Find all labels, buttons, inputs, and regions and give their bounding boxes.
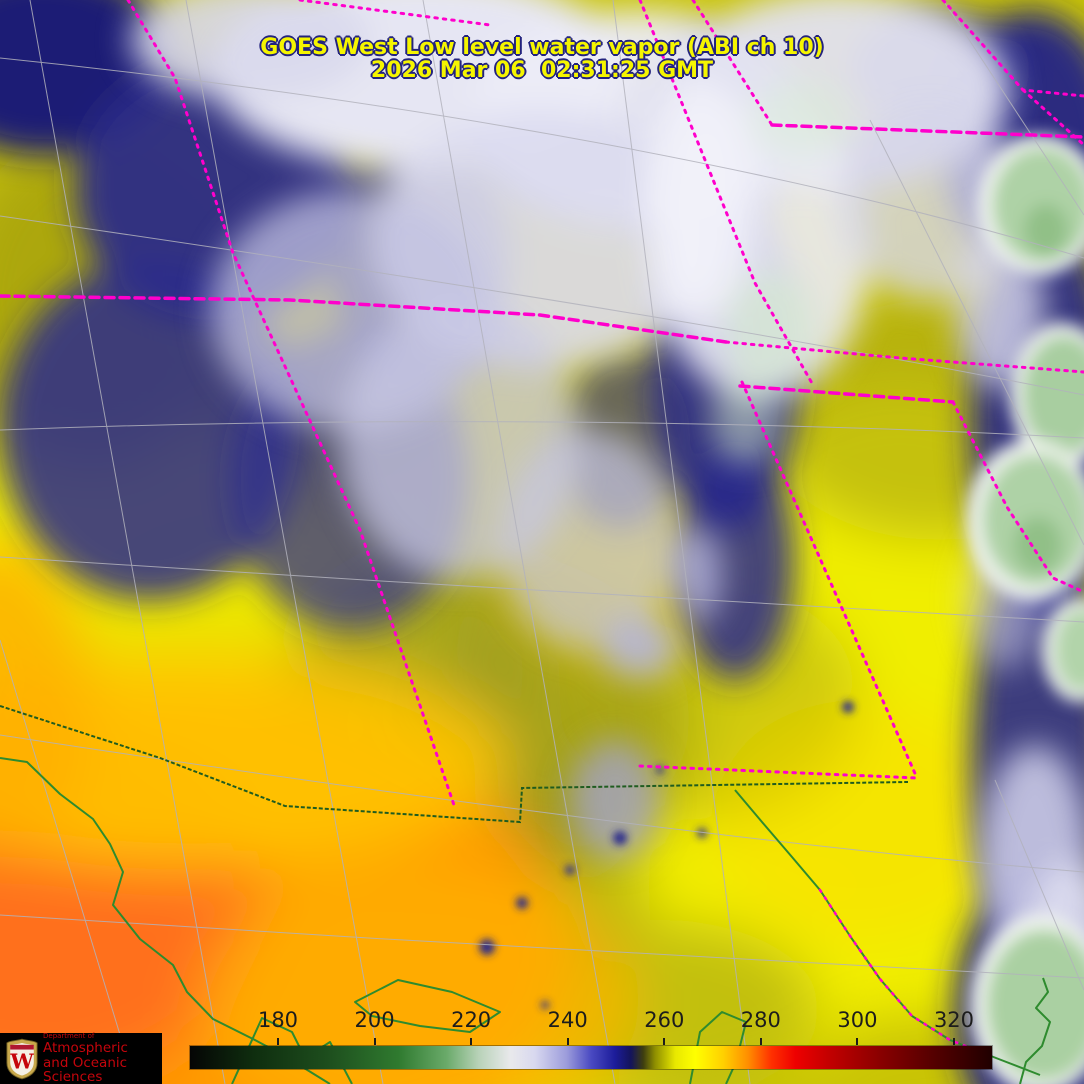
timestamp: 2026 Mar 06 02:31:25 GMT xyxy=(370,58,714,83)
colorbar-tick-mark xyxy=(856,1038,859,1045)
logo-name-line1: Atmospheric xyxy=(43,1039,128,1056)
colorbar-tick-mark xyxy=(373,1038,376,1045)
navy-speckles xyxy=(479,701,854,1009)
logo-department-prefix: Department of xyxy=(43,1031,95,1040)
logo-text: Department of Atmospheric and Oceanic Sc… xyxy=(43,1031,162,1084)
colorbar-tick-label: 200 xyxy=(354,1008,395,1032)
department-logo: W Department of Atmospheric and Oceanic … xyxy=(0,1031,162,1084)
colorbar-gradient xyxy=(190,1046,992,1069)
colorbar-tick-label: 240 xyxy=(547,1008,588,1032)
colorbar-tick-label: 180 xyxy=(257,1008,299,1032)
colorbar-tick-mark xyxy=(952,1038,955,1045)
uw-crest-icon: W xyxy=(6,1038,38,1079)
country-border-line xyxy=(0,705,909,824)
colorbar-tick-mark xyxy=(277,1038,279,1045)
colorbar: 180 200 220 240 260 280 300 320 xyxy=(189,1008,993,1070)
colorbar-tick-label: 280 xyxy=(740,1008,781,1032)
green-cloud-blobs xyxy=(966,135,1084,1084)
colorbar-tick-mark xyxy=(759,1038,762,1045)
cloud-layer xyxy=(130,0,1084,1020)
colorbar-tick-mark xyxy=(566,1038,569,1045)
colorbar-tick-label: 300 xyxy=(837,1008,878,1032)
colorbar-tick-mark xyxy=(470,1038,473,1045)
colorbar-tick-label: 320 xyxy=(933,1008,975,1032)
state-boundary-layer xyxy=(0,0,1084,1060)
colorbar-tick-label: 220 xyxy=(451,1008,492,1032)
title-line1: GOES West Low level water vapor (ABI ch … xyxy=(260,35,824,60)
crest-letter: W xyxy=(9,1048,34,1073)
logo-name-line2: and Oceanic Sciences xyxy=(43,1055,128,1084)
colorbar-tick-mark xyxy=(663,1038,666,1045)
colorbar-tick-label: 260 xyxy=(644,1008,685,1032)
image-title: GOES West Low level water vapor (ABI ch … xyxy=(0,36,1084,82)
